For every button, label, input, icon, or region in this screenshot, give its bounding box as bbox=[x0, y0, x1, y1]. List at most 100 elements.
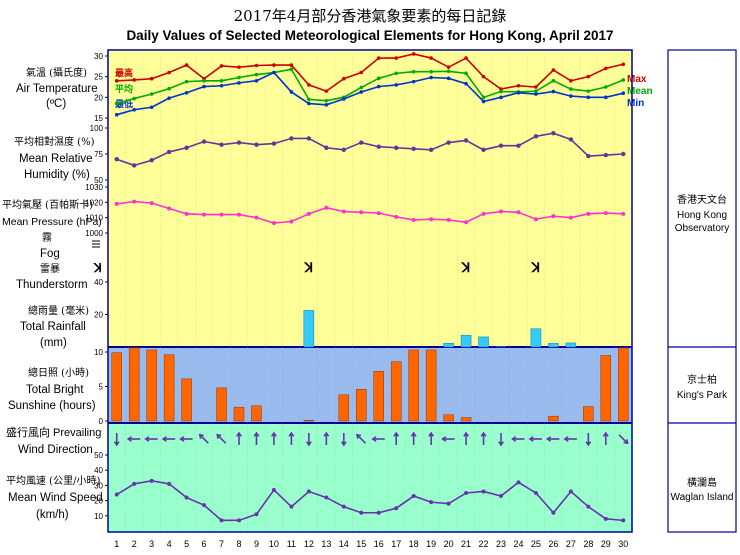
pres-point bbox=[394, 214, 399, 219]
hko-panel bbox=[108, 50, 632, 347]
rain-bar bbox=[548, 343, 559, 348]
day-tick-label: 29 bbox=[601, 539, 611, 549]
sun-label-en1: Total Bright bbox=[26, 384, 84, 396]
day-tick-label: 21 bbox=[461, 539, 471, 549]
wind-arrow-shaft bbox=[216, 434, 227, 444]
day-tick-label: 26 bbox=[548, 539, 558, 549]
temp-min-point bbox=[516, 90, 521, 95]
wspd-point bbox=[114, 492, 119, 497]
day-tick-label: 13 bbox=[321, 539, 331, 549]
wspd-point bbox=[516, 480, 521, 485]
wspd-tick-label: 40 bbox=[94, 466, 103, 475]
wspd-tick-label: 10 bbox=[94, 512, 103, 521]
sunshine-bar bbox=[548, 415, 559, 422]
wspd-point bbox=[132, 481, 137, 486]
pres-label-en: Mean Pressure (hPa) bbox=[2, 216, 102, 228]
wind-arrow-shaft bbox=[199, 434, 209, 444]
pres-point bbox=[359, 210, 364, 215]
temp-min-point bbox=[551, 89, 556, 94]
temp-min-point bbox=[394, 83, 399, 87]
thunderstorm-marker: ꓘ bbox=[531, 260, 541, 275]
temp-max-point bbox=[464, 56, 468, 60]
sunshine-bar bbox=[338, 394, 350, 422]
rh-point bbox=[201, 139, 207, 144]
wspd-point bbox=[289, 504, 294, 509]
wind-arrow-head bbox=[161, 436, 167, 442]
temp-min-point bbox=[586, 95, 591, 100]
rain-label-en2: (mm) bbox=[40, 337, 67, 349]
legend-mean-zh: 平均 bbox=[115, 83, 133, 95]
rh-label-zh: 平均相對濕度 (%) bbox=[14, 135, 95, 148]
wind-arrow-head bbox=[288, 431, 295, 437]
wind-arrow-shaft bbox=[618, 434, 629, 444]
wspd-point bbox=[237, 518, 241, 523]
temp-mean-point bbox=[219, 79, 224, 83]
pres-point bbox=[586, 211, 591, 216]
temp-mean-point bbox=[289, 67, 294, 72]
rain-label-en1: Total Rainfall bbox=[20, 321, 86, 333]
temp-mean-point bbox=[307, 97, 311, 102]
temp-min-point bbox=[446, 76, 451, 81]
temp-max-point bbox=[307, 83, 311, 87]
wspd-point bbox=[603, 516, 608, 521]
temp-min-point bbox=[534, 92, 538, 96]
temp-mean-point bbox=[464, 71, 468, 76]
temp-tick-label: 25 bbox=[94, 73, 103, 82]
rh-point bbox=[551, 131, 556, 136]
pres-point bbox=[167, 206, 172, 211]
sunshine-bar bbox=[425, 349, 437, 422]
temp-mean-point bbox=[411, 69, 416, 74]
pres-tick-label: 1030 bbox=[85, 183, 103, 192]
waglan-panel bbox=[108, 423, 632, 532]
sun-label-en2: Sunshine (hours) bbox=[8, 400, 96, 412]
temp-max-point bbox=[499, 87, 503, 91]
pres-point bbox=[603, 211, 608, 216]
temp-min-point bbox=[149, 105, 154, 110]
wspd-point bbox=[324, 495, 329, 500]
day-tick-label: 3 bbox=[149, 539, 154, 549]
wspd-label-en1: Mean Wind Speed bbox=[8, 492, 103, 504]
day-tick-label: 4 bbox=[167, 539, 172, 549]
wind-arrow-head bbox=[179, 436, 185, 442]
temp-mean-line bbox=[116, 68, 624, 105]
rh-point bbox=[498, 143, 504, 148]
wspd-point bbox=[394, 506, 399, 511]
pres-point bbox=[149, 201, 154, 206]
left-labels: 氣溫 (攝氏度) Air Temperature (ºC) 平均相對濕度 (%)… bbox=[2, 66, 103, 521]
rh-point bbox=[568, 137, 574, 142]
sunshine-bar bbox=[233, 406, 245, 422]
day-tick-label: 5 bbox=[184, 539, 189, 549]
temp-mean-point bbox=[202, 79, 206, 83]
wspd-tick-label: 20 bbox=[94, 497, 103, 506]
sunshine-bar bbox=[443, 414, 454, 422]
day-tick-label: 7 bbox=[219, 539, 224, 549]
wind-arrow-head bbox=[528, 436, 534, 442]
rain-bar bbox=[460, 335, 472, 348]
temp-max-point bbox=[621, 62, 626, 67]
temp-min-point bbox=[219, 83, 224, 88]
temp-mean-point bbox=[376, 76, 381, 81]
rh-point bbox=[586, 153, 591, 159]
sun-label-zh: 總日照 (小時) bbox=[28, 366, 89, 379]
sunshine-bar bbox=[163, 354, 175, 422]
pres-tick-label: 1010 bbox=[85, 214, 103, 223]
legend-min-en: Min bbox=[627, 98, 644, 109]
day-tick-label: 6 bbox=[202, 539, 207, 549]
pres-point bbox=[621, 211, 626, 216]
wind-arrow-head bbox=[340, 441, 347, 447]
wspd-point bbox=[429, 500, 434, 505]
day-tick-label: 14 bbox=[339, 539, 349, 549]
rain-bar bbox=[303, 310, 315, 348]
temp-min-point bbox=[604, 95, 608, 100]
temp-mean-point bbox=[446, 69, 451, 74]
temp-min-point bbox=[237, 81, 241, 85]
wind-arrow-head bbox=[253, 431, 260, 437]
day-tick-label: 1 bbox=[114, 539, 119, 549]
temp-min-point bbox=[272, 70, 276, 75]
sunshine-bar bbox=[390, 361, 402, 422]
temp-max-point bbox=[481, 74, 486, 79]
temp-max-point bbox=[272, 63, 276, 67]
pres-line bbox=[116, 200, 624, 224]
sunshine-bar bbox=[128, 347, 140, 422]
